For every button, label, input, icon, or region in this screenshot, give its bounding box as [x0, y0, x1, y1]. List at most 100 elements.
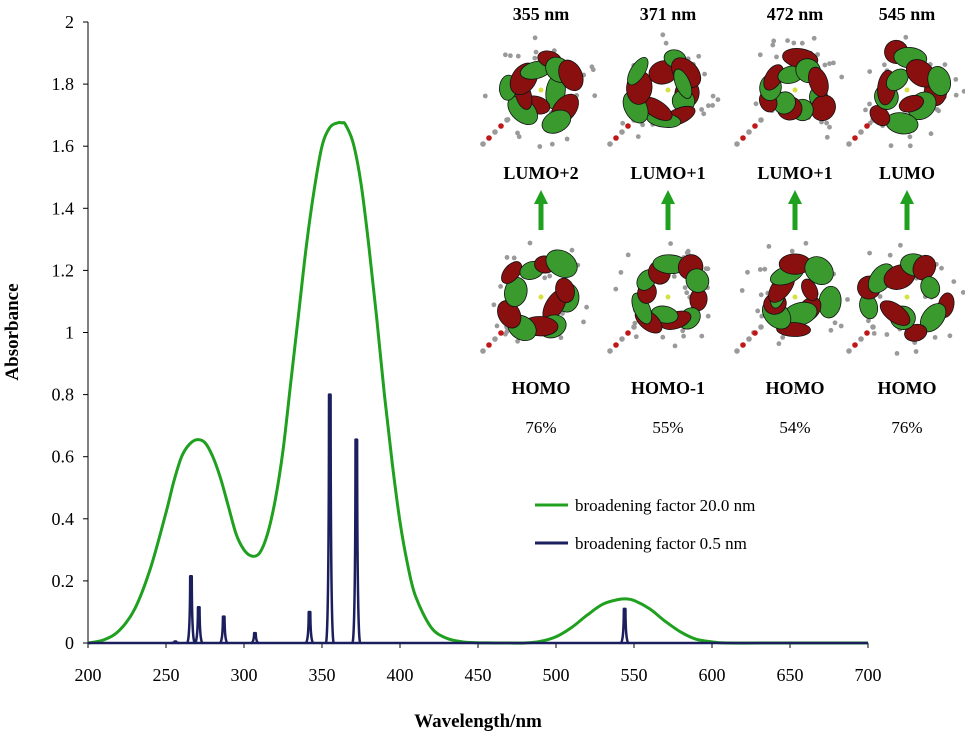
- x-tick-label: 650: [777, 665, 804, 685]
- y-tick-label: 1.4: [52, 198, 75, 218]
- atom: [532, 35, 538, 41]
- atom: [503, 52, 508, 58]
- atom: [746, 129, 752, 135]
- stick-peak: [619, 607, 630, 645]
- atom: [863, 107, 868, 113]
- stick-peak: [171, 640, 180, 645]
- orbital-lobe: [504, 277, 528, 307]
- atom: [584, 304, 589, 310]
- atom: [762, 266, 768, 272]
- atom: [734, 348, 740, 354]
- atom: [527, 240, 533, 246]
- orbital-lobe: [898, 94, 925, 113]
- x-tick-label: 250: [153, 665, 180, 685]
- atom: [701, 111, 707, 117]
- atom: [888, 143, 894, 149]
- atom: [739, 288, 745, 293]
- atom: [789, 248, 795, 254]
- orbital-lobe: [555, 277, 575, 304]
- atom: [613, 286, 619, 292]
- atom: [780, 335, 786, 340]
- orbital-lobe: [685, 268, 710, 293]
- atom: [928, 131, 934, 137]
- atom: [752, 123, 758, 129]
- atom: [803, 240, 809, 246]
- atom: [696, 53, 702, 59]
- atom: [710, 103, 715, 108]
- atom: [533, 49, 539, 55]
- upper-orbital-label: LUMO+2: [503, 163, 578, 183]
- orbital-lobe: [927, 66, 952, 96]
- atom: [939, 265, 944, 271]
- atom: [504, 255, 510, 260]
- homo-orbital-image: [846, 242, 965, 356]
- atom: [824, 120, 829, 126]
- atom: [558, 335, 564, 341]
- y-tick-label: 0.6: [52, 447, 75, 467]
- atom: [498, 330, 504, 336]
- atom: [870, 324, 876, 330]
- atom: [845, 297, 850, 302]
- atom: [515, 338, 520, 344]
- atom: [680, 328, 686, 334]
- y-tick-label: 1.6: [52, 136, 75, 156]
- stick-peak: [351, 438, 362, 645]
- atom: [515, 130, 520, 136]
- metal-center: [665, 294, 671, 300]
- x-tick-label: 550: [621, 665, 648, 685]
- x-tick-label: 350: [309, 665, 336, 685]
- axes: 0 0.2 0.4 0.6 0.8 1 1.2 1.4 1.6 1.8 2 200 250 300 350 4…: [52, 12, 882, 685]
- x-tick-label: 400: [387, 665, 414, 685]
- lumo-orbital-image: [607, 32, 721, 147]
- atom: [537, 144, 543, 149]
- atom: [684, 290, 690, 296]
- atom: [508, 53, 513, 59]
- atom: [589, 64, 595, 70]
- transition-wavelength: 472 nm: [767, 4, 824, 24]
- y-tick-label: 1.8: [52, 74, 75, 94]
- atom: [758, 117, 764, 123]
- atom: [633, 334, 639, 340]
- atom: [852, 342, 858, 348]
- atom: [607, 348, 613, 354]
- atom: [660, 32, 666, 38]
- atom: [828, 327, 834, 333]
- atom: [907, 134, 913, 140]
- atom: [734, 141, 740, 147]
- atom: [635, 134, 641, 140]
- atom: [867, 69, 873, 74]
- upper-orbital-label: LUMO: [879, 163, 935, 183]
- metal-center: [904, 294, 910, 300]
- orbital-lobe: [879, 300, 911, 326]
- orbital-lobe: [541, 109, 572, 134]
- atom: [864, 123, 870, 129]
- y-tick-label: 1: [65, 323, 74, 343]
- lumo-orbital-image: [480, 35, 598, 149]
- atom: [486, 342, 492, 348]
- series-layer: [87, 120, 868, 645]
- atom: [758, 292, 764, 298]
- atom: [758, 324, 764, 330]
- atom: [898, 242, 903, 248]
- atom: [486, 135, 492, 141]
- stick-peak: [304, 610, 315, 645]
- atom: [685, 248, 691, 254]
- atom: [491, 302, 497, 308]
- lower-orbital-label: HOMO: [766, 378, 825, 398]
- orbital-lobe: [631, 292, 653, 325]
- stick-peak: [185, 574, 197, 645]
- atom: [839, 74, 845, 80]
- atom: [785, 38, 790, 43]
- atom: [858, 129, 864, 135]
- atom: [705, 313, 711, 319]
- atom: [625, 330, 631, 336]
- atom: [504, 329, 510, 335]
- atom: [607, 141, 613, 147]
- stick-peak: [193, 606, 205, 645]
- x-tick-label: 300: [231, 665, 258, 685]
- atom: [592, 93, 598, 99]
- atom: [903, 34, 909, 40]
- y-tick-label: 0.8: [52, 385, 75, 405]
- stick-peak: [250, 631, 260, 645]
